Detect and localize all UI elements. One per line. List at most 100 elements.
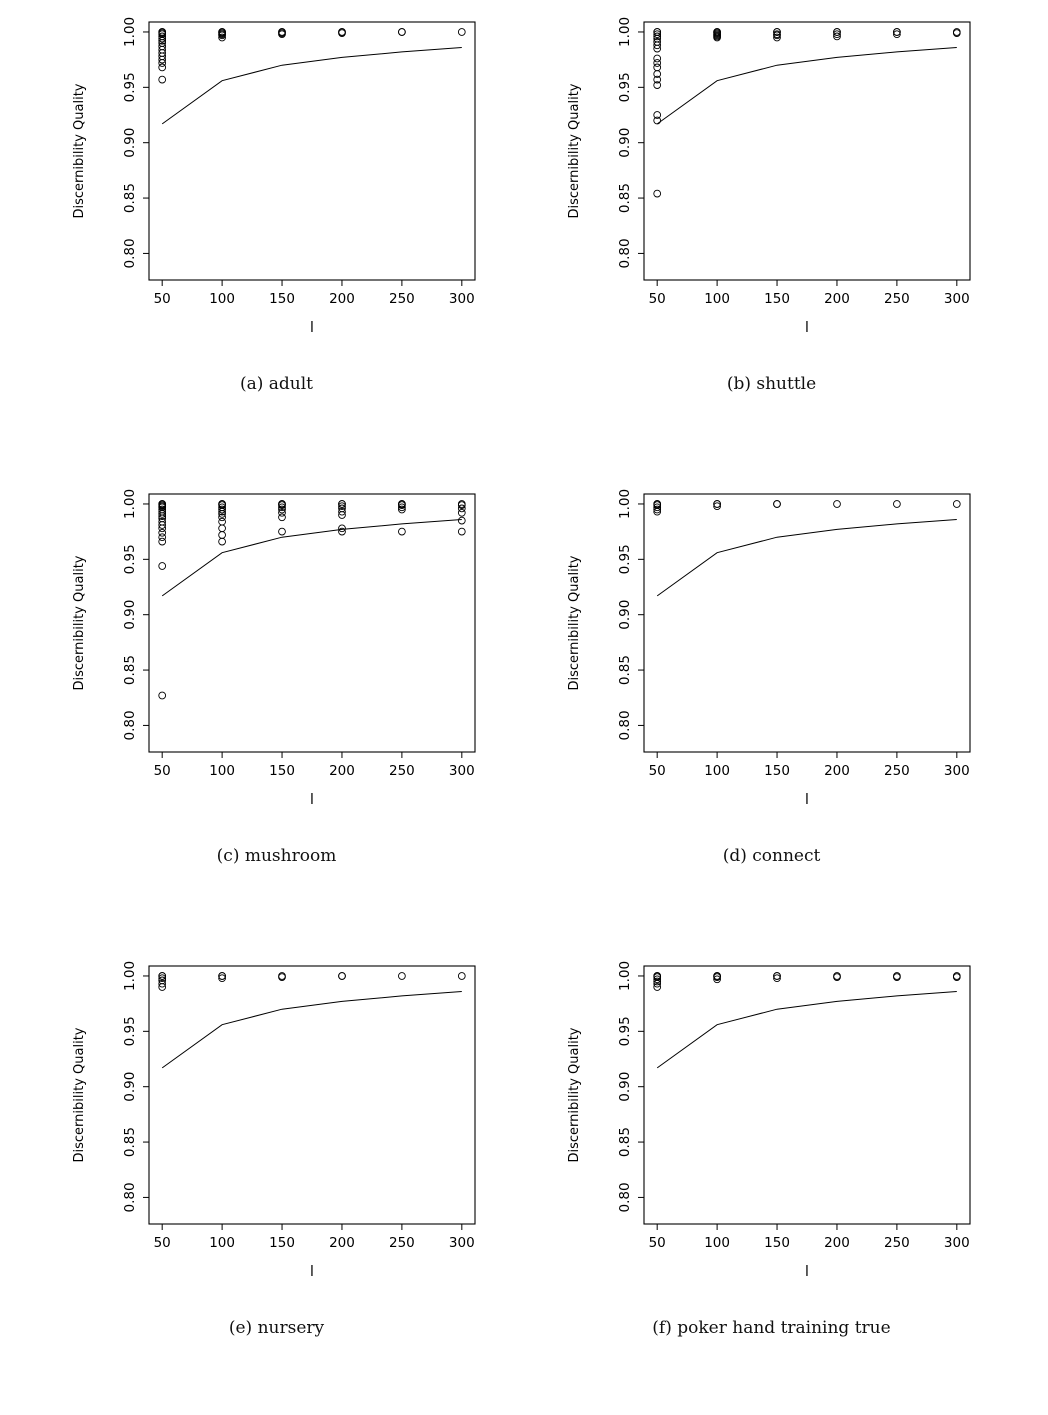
data-point	[337, 527, 346, 536]
data-point	[772, 28, 781, 36]
plot-box	[642, 965, 971, 1225]
x-axis-label: l	[805, 320, 809, 336]
data-point	[157, 28, 166, 36]
data-point	[337, 28, 346, 36]
data-point	[772, 500, 781, 508]
x-axis-label: l	[310, 1264, 314, 1280]
y-tick-label: 0.90	[122, 1072, 138, 1102]
data-point	[652, 972, 661, 980]
data-point	[277, 500, 286, 508]
y-tick-label: 0.80	[617, 238, 633, 268]
x-tick-label: 300	[448, 1235, 474, 1251]
data-point	[157, 500, 166, 508]
data-point	[832, 972, 841, 980]
x-tick-label: 50	[153, 763, 170, 779]
data-point	[832, 500, 841, 508]
y-tick-label: 1.00	[617, 17, 633, 47]
y-tick-label: 0.85	[122, 183, 138, 213]
data-point	[337, 507, 346, 516]
y-tick-label: 0.85	[122, 1127, 138, 1157]
y-tick-label: 1.00	[122, 489, 138, 519]
data-point	[217, 28, 226, 36]
data-point	[217, 972, 226, 980]
x-tick-label: 300	[448, 763, 474, 779]
x-tick-label: 50	[648, 1235, 665, 1251]
data-point	[277, 972, 286, 980]
data-point	[712, 972, 721, 980]
y-tick-label: 0.80	[617, 1182, 633, 1212]
x-tick-label: 200	[329, 1235, 355, 1251]
x-tick-label: 100	[704, 291, 730, 307]
y-axis-label: Discernibility Quality	[567, 83, 582, 218]
x-tick-label: 100	[704, 763, 730, 779]
y-axis-label: Discernibility Quality	[567, 555, 582, 690]
plot-box	[147, 493, 476, 753]
chart-svg-a: 50 100 150 200 250 300 0.80 0.85 0.90 0.95 1.00 l Di…	[72, 17, 476, 336]
chart-canvas-b: 50 100 150 200 250 300 0.80 0.85 0.90 0.95 1.00 l Di…	[552, 10, 992, 340]
x-tick-label: 150	[269, 291, 295, 307]
data-point	[652, 116, 661, 125]
x-tick-label: 250	[388, 291, 414, 307]
x-tick-label: 100	[704, 1235, 730, 1251]
x-tick-label: 200	[824, 763, 850, 779]
data-point	[652, 28, 661, 36]
bound-line	[161, 991, 462, 1069]
data-point	[397, 505, 406, 514]
data-point	[217, 505, 226, 514]
data-point	[217, 537, 226, 546]
data-point	[157, 979, 166, 988]
data-point	[457, 508, 466, 517]
data-point	[277, 513, 286, 522]
y-tick-label: 1.00	[122, 17, 138, 47]
data-point	[892, 30, 901, 39]
x-tick-label: 300	[943, 291, 969, 307]
x-axis-label: l	[805, 792, 809, 808]
y-tick-label: 0.90	[617, 1072, 633, 1102]
x-tick-label: 150	[269, 763, 295, 779]
data-point	[652, 75, 661, 84]
y-tick-label: 0.95	[617, 544, 633, 574]
y-tick-label: 0.80	[617, 710, 633, 740]
y-tick-label: 0.95	[617, 72, 633, 102]
x-tick-label: 200	[824, 291, 850, 307]
chart-canvas-d: 50 100 150 200 250 300 0.80 0.85 0.90 0.95 1.00 l Di…	[552, 482, 992, 812]
data-point	[217, 517, 226, 526]
y-tick-label: 1.00	[122, 961, 138, 991]
chart-caption-a: (a) adult	[239, 374, 314, 394]
chart-svg-d: 50 100 150 200 250 300 0.80 0.85 0.90 0.95 1.00 l Di…	[567, 489, 971, 808]
x-tick-label: 200	[329, 291, 355, 307]
data-point	[832, 30, 841, 39]
y-tick-label: 0.90	[617, 600, 633, 630]
data-point	[892, 972, 901, 980]
y-tick-label: 0.95	[122, 1016, 138, 1046]
data-point	[652, 30, 661, 39]
data-point	[157, 976, 166, 985]
x-tick-label: 300	[448, 291, 474, 307]
data-point	[652, 38, 661, 46]
chart-canvas-e: 50 100 150 200 250 300 0.80 0.85 0.90 0.95 1.00 l Di…	[57, 954, 497, 1284]
data-point	[652, 983, 661, 991]
data-point	[652, 505, 661, 514]
y-tick-label: 0.90	[122, 600, 138, 630]
data-point	[157, 517, 166, 526]
data-point	[952, 972, 961, 980]
data-point	[277, 508, 286, 517]
data-point	[277, 505, 286, 514]
chart-svg-c: 50 100 150 200 250 300 0.80 0.85 0.90 0.95 1.00 l Di…	[72, 489, 476, 808]
y-tick-label: 0.90	[617, 128, 633, 158]
x-tick-label: 250	[388, 763, 414, 779]
chart-svg-f: 50 100 150 200 250 300 0.80 0.85 0.90 0.95 1.00 l Di…	[567, 961, 971, 1280]
data-point	[772, 974, 781, 983]
chart-svg-b: 50 100 150 200 250 300 0.80 0.85 0.90 0.95 1.00 l Di…	[567, 17, 971, 336]
y-tick-label: 0.85	[122, 655, 138, 685]
data-point	[652, 503, 661, 512]
x-tick-label: 100	[209, 291, 235, 307]
data-point	[652, 975, 661, 984]
x-tick-label: 150	[764, 1235, 790, 1251]
data-point	[217, 524, 226, 533]
data-point	[337, 972, 346, 980]
data-point	[217, 503, 226, 512]
chart-caption-e: (e) nursery	[228, 1318, 325, 1338]
x-tick-label: 250	[883, 763, 909, 779]
